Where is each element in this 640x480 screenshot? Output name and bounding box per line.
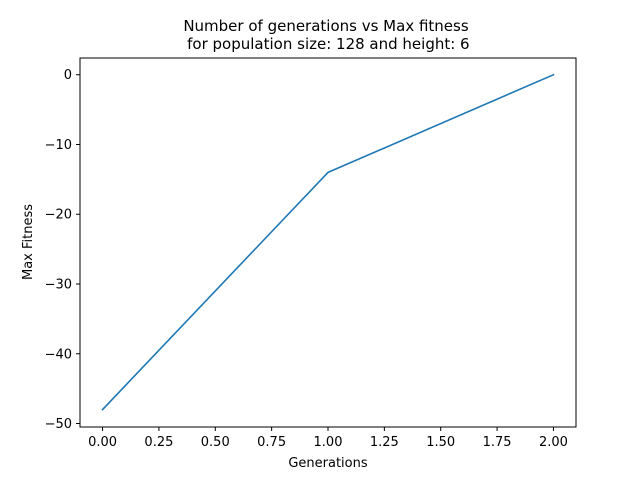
plot-frame [79, 57, 577, 428]
chart-title-line2: for population size: 128 and height: 6 [182, 35, 469, 53]
x-tick-label: 0.75 [257, 435, 286, 450]
chart-title-line1: Number of generations vs Max fitness [183, 17, 469, 35]
y-tick-label: −40 [45, 347, 72, 362]
y-tick-label: −20 [45, 208, 72, 223]
x-tick-label: 0.50 [201, 435, 230, 450]
series-line-0 [101, 73, 555, 411]
y-axis-label: Max Fitness [21, 204, 36, 280]
y-tick-label: −30 [45, 278, 72, 293]
x-tick-label: 0.00 [88, 435, 117, 450]
x-tick-label: 0.25 [144, 435, 173, 450]
y-tick-label: 0 [64, 68, 72, 83]
x-tick-label: 1.75 [483, 435, 512, 450]
x-tick-label: 1.00 [314, 435, 343, 450]
x-tick-label: 1.50 [426, 435, 455, 450]
x-axis-label: Generations [288, 456, 368, 471]
y-tick-label: −50 [45, 417, 72, 432]
y-tick-label: −10 [45, 138, 72, 153]
x-tick-label: 2.00 [539, 435, 568, 450]
x-tick-label: 1.25 [370, 435, 399, 450]
plot-area: 0.00 0.25 0.50 0.75 1.00 1.25 1.50 1.75 2.00 0 −10… [45, 68, 568, 450]
